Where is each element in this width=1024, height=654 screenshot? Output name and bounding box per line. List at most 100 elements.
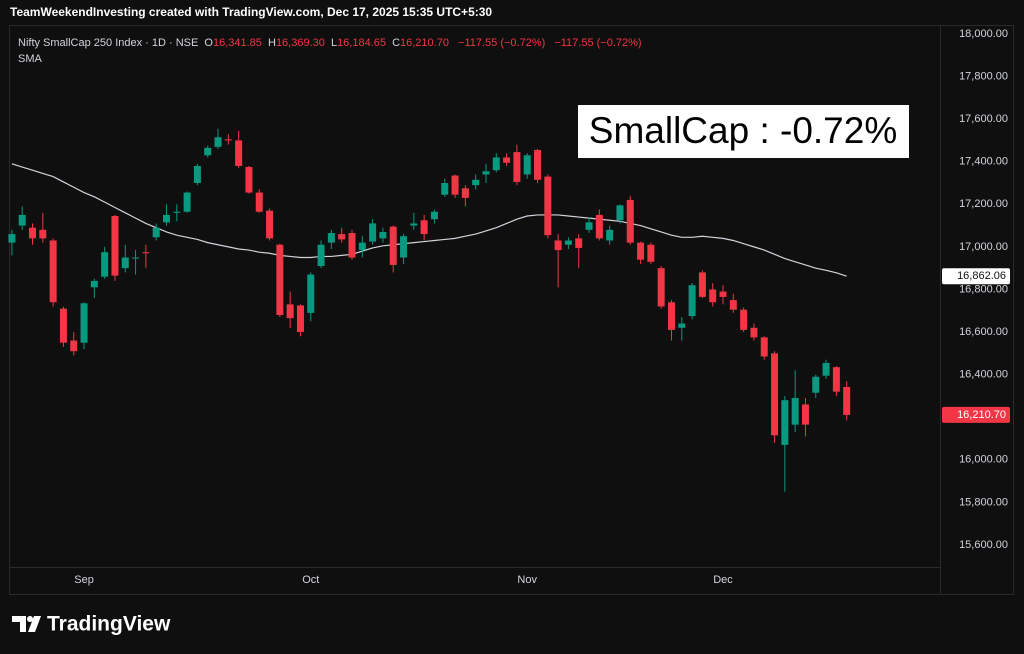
y-tick-label: 16,600.00 [959,326,1008,338]
candle-body [812,376,820,393]
candle-body [688,285,696,317]
candle-body [564,240,572,245]
candle-body [369,223,377,242]
candle-body [70,340,78,352]
candle-body [173,211,181,213]
annotation: SmallCap : -0.72% [589,110,897,151]
candle-body [430,211,438,220]
candle-body [544,176,552,236]
legend-sma: SMA [18,53,43,65]
candle-body [132,257,140,259]
candle-body [503,157,511,163]
candle-body [8,234,16,243]
y-tick-label: 16,400.00 [959,369,1008,381]
candle-body [585,222,593,230]
x-tick-label: Dec [713,574,733,586]
candle-body [667,302,675,330]
candle-body [389,226,397,265]
logo-mark [12,616,26,632]
candle-body [771,353,779,436]
candle-body [616,205,624,221]
candle-body [647,244,655,262]
candle-body [266,210,274,239]
candle-body [204,147,212,156]
candle-body [255,192,263,212]
candle-body [193,165,201,183]
y-tick-label: 15,800.00 [959,496,1008,508]
y-tick-label: 17,200.00 [959,198,1008,210]
candle-body [657,268,665,307]
candle-body [183,192,191,212]
candle-body [400,236,408,258]
candle-body [832,367,840,392]
legend-change: −117.55 (−0.72%) [458,37,545,49]
candle-body [101,252,109,277]
candle-body [59,308,67,343]
y-tick-label: 17,600.00 [959,113,1008,125]
legend-prefix: L [331,37,337,49]
candle-body [760,337,768,357]
candle-body [338,234,346,240]
candle-body [791,398,799,425]
candle-body [740,309,748,330]
candle-body [111,215,119,276]
candle-body [441,182,449,195]
legend-symbol: Nifty SmallCap 250 Index · 1D · NSE [18,37,198,49]
candle-body [276,244,284,316]
y-tick-label: 18,000.00 [959,28,1008,40]
y-tick-label: 16,800.00 [959,283,1008,295]
candle-body [678,323,686,328]
x-tick-label: Nov [517,574,537,586]
candle-body [317,244,325,267]
candle-body [606,229,614,241]
legend-value: 16,341.85 [213,37,262,49]
legend-value: 16,369.30 [276,37,325,49]
candle-body [358,242,366,251]
legend-prefix: H [268,37,276,49]
candle-body [575,238,583,248]
candle-body [750,327,758,338]
sma-price-label: 16,862.06 [957,270,1006,282]
candle-body [729,300,737,310]
legend-change: −117.55 (−0.72%) [554,37,641,49]
candle-body [595,214,603,239]
candle-body [348,233,356,258]
y-tick-label: 16,000.00 [959,454,1008,466]
sma-price-tag [942,268,1010,285]
y-tick-label: 17,800.00 [959,70,1008,82]
candle-body [410,223,418,226]
header: TeamWeekendInvesting created with Tradin… [10,5,492,19]
x-tick-label: Oct [302,574,319,586]
candle-body [235,140,243,166]
candle-body [29,227,37,239]
candle-body [49,240,57,303]
watermark: TradingView [47,613,171,636]
candle-body [18,214,26,226]
candle-body [307,274,315,313]
candle-body [90,280,98,288]
legend: Nifty SmallCap 250 Index · 1D · NSE O16,… [18,37,642,49]
candle-body [420,220,428,235]
candle-body [513,152,521,182]
candle-body [80,303,88,343]
candle-body [822,362,830,376]
candle-body [492,157,500,171]
sma-line [11,163,847,277]
y-tick-label: 17,000.00 [959,241,1008,253]
logo-icon [12,616,41,632]
candle-body [142,252,150,254]
candle-body [286,304,294,319]
candle-body [224,139,232,141]
y-tick-label: 17,400.00 [959,156,1008,168]
legend-value: 16,210.70 [400,37,449,49]
candle-body [626,200,634,243]
chart-frame [9,25,1014,595]
logo-mark [28,616,41,632]
candle-body [843,387,851,415]
candle-body [152,227,160,238]
candle-body [461,188,469,198]
candle-body [472,179,480,186]
candle-body [39,229,47,239]
